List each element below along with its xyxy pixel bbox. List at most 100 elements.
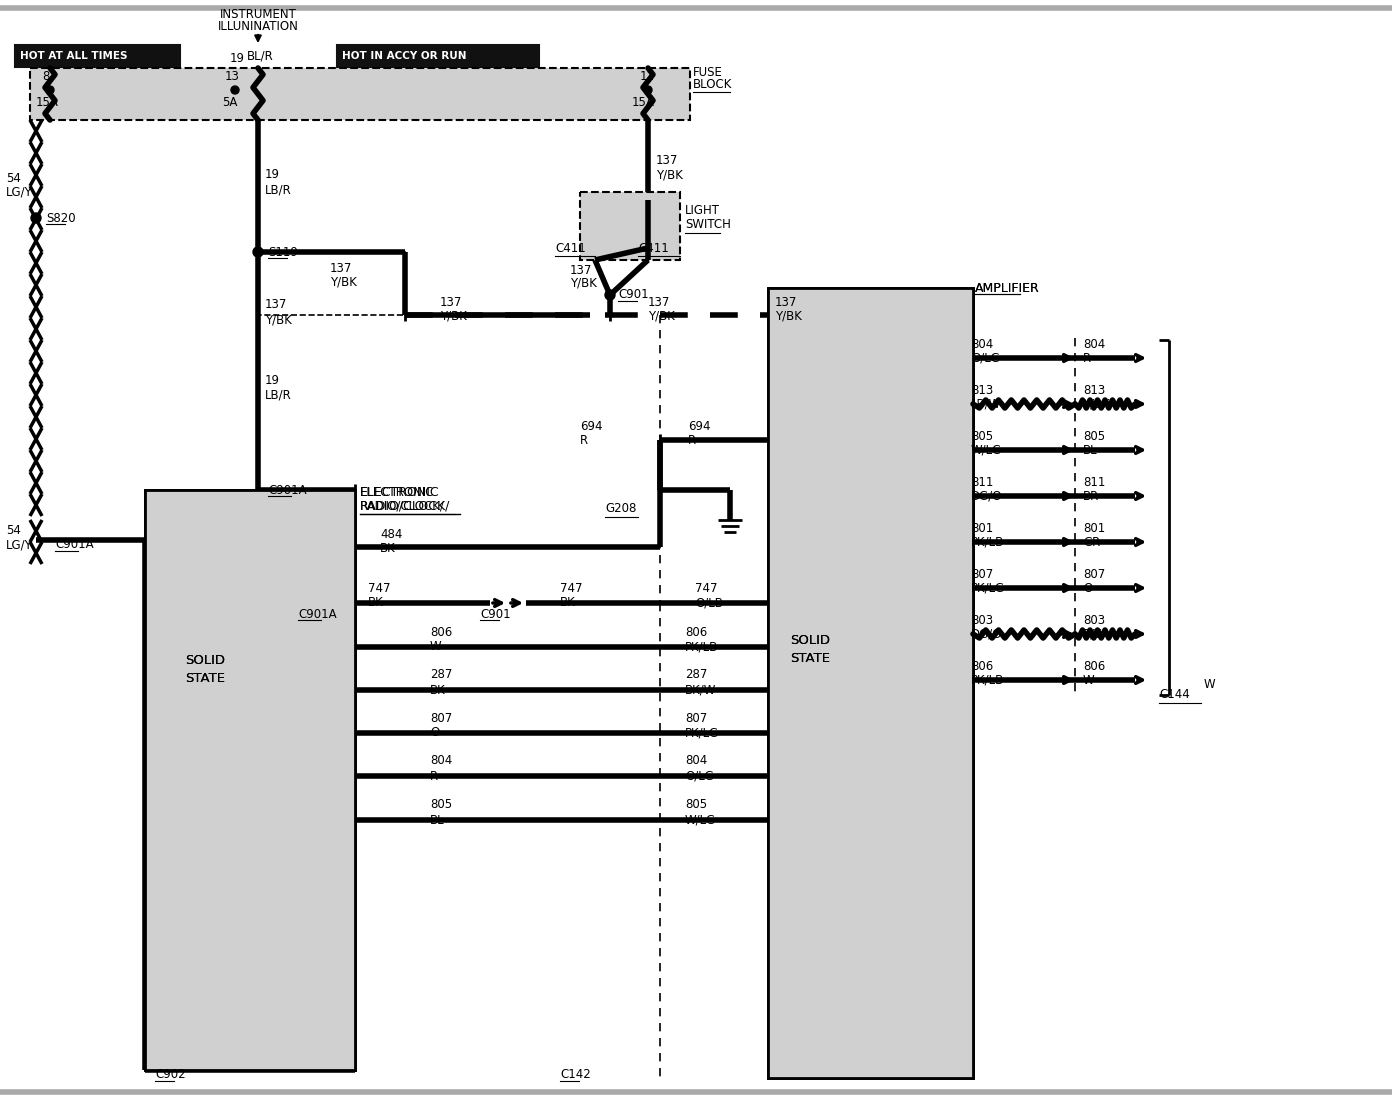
Text: DG/O: DG/O [972, 627, 1002, 640]
Bar [580, 192, 681, 261]
Text: C901: C901 [480, 607, 511, 620]
Text: S820: S820 [46, 212, 75, 224]
Text: BL: BL [1083, 444, 1098, 456]
Text: ILLUNINATION: ILLUNINATION [217, 20, 298, 32]
Text: PK/LB: PK/LB [685, 640, 718, 654]
Text: R: R [1083, 351, 1091, 364]
Text: RADIO/CLOCK/: RADIO/CLOCK/ [361, 499, 451, 512]
Circle shape [231, 86, 239, 94]
Text: 287: 287 [430, 669, 452, 681]
Text: LIGHT: LIGHT [685, 203, 720, 216]
Text: 804: 804 [1083, 338, 1105, 350]
Text: 803: 803 [972, 614, 992, 626]
Text: O/LB: O/LB [695, 596, 722, 609]
Text: DG/O: DG/O [972, 489, 1002, 502]
Text: PK/LG: PK/LG [685, 726, 720, 740]
Text: 137: 137 [440, 296, 462, 308]
Text: 807: 807 [972, 567, 994, 581]
Text: 804: 804 [972, 338, 994, 350]
Text: 137: 137 [775, 296, 798, 308]
Text: 747: 747 [367, 583, 391, 595]
Text: BK: BK [367, 596, 384, 609]
Text: Y/BK: Y/BK [569, 276, 597, 289]
Text: 807: 807 [430, 711, 452, 724]
Text: O/LG: O/LG [972, 351, 999, 364]
Text: G208: G208 [606, 501, 636, 514]
Text: BK: BK [430, 683, 445, 697]
Text: S119: S119 [269, 245, 298, 258]
Text: C411: C411 [555, 242, 586, 255]
Text: 19: 19 [264, 169, 280, 181]
Text: 811: 811 [1083, 476, 1105, 488]
Text: O: O [1083, 582, 1093, 594]
Text: SOLID: SOLID [791, 634, 830, 647]
Text: 747: 747 [695, 583, 717, 595]
Text: 803: 803 [1083, 614, 1105, 626]
Text: 15A: 15A [36, 96, 58, 108]
Text: AMPLIFIER: AMPLIFIER [974, 282, 1040, 295]
Text: FUSE: FUSE [693, 65, 722, 78]
Text: 805: 805 [972, 429, 992, 443]
Text: AMPLIFIER: AMPLIFIER [974, 282, 1040, 295]
Text: STATE: STATE [791, 651, 830, 665]
Text: Y/BK: Y/BK [1083, 397, 1109, 411]
Text: 806: 806 [685, 626, 707, 638]
Text: HOT IN ACCY OR RUN: HOT IN ACCY OR RUN [342, 51, 466, 61]
Text: BL/R: BL/R [246, 50, 274, 63]
Text: INSTRUMENT: INSTRUMENT [220, 8, 296, 21]
Bar [145, 490, 355, 1070]
Text: 287: 287 [685, 669, 707, 681]
Text: W: W [430, 640, 441, 654]
Text: 137: 137 [330, 262, 352, 275]
Text: HOT AT ALL TIMES: HOT AT ALL TIMES [19, 51, 128, 61]
Circle shape [606, 290, 615, 300]
Text: 137: 137 [656, 153, 678, 167]
Text: 137: 137 [649, 296, 671, 308]
Circle shape [46, 86, 54, 94]
Bar [768, 288, 973, 1078]
Text: 807: 807 [685, 711, 707, 724]
Text: SOLID: SOLID [185, 654, 226, 667]
Bar [15, 45, 180, 67]
Text: 813: 813 [972, 383, 994, 396]
Text: PK/LB: PK/LB [972, 535, 1004, 549]
Text: LG/Y: LG/Y [6, 185, 33, 199]
Text: R: R [688, 434, 696, 446]
Text: Y/BK: Y/BK [775, 309, 802, 322]
Text: SOLID: SOLID [185, 654, 226, 667]
Text: STATE: STATE [791, 651, 830, 665]
Bar [337, 45, 539, 67]
Text: 804: 804 [685, 754, 707, 767]
Circle shape [253, 247, 263, 257]
Text: 805: 805 [685, 798, 707, 811]
Text: R/Y: R/Y [1083, 627, 1102, 640]
Text: C901A: C901A [269, 484, 306, 497]
Text: ELECTRONIC: ELECTRONIC [361, 486, 434, 499]
Bar [145, 490, 355, 1070]
Text: ELECTRONIC: ELECTRONIC [361, 486, 440, 499]
Text: 806: 806 [430, 626, 452, 638]
Text: 813: 813 [1083, 383, 1105, 396]
Text: GR: GR [1083, 535, 1100, 549]
Text: STATE: STATE [185, 671, 226, 684]
Text: 801: 801 [1083, 521, 1105, 534]
Circle shape [644, 86, 651, 94]
Text: W: W [1204, 679, 1215, 691]
Text: W/LG: W/LG [685, 814, 717, 827]
Text: 484: 484 [380, 528, 402, 541]
Text: 694: 694 [688, 420, 710, 433]
Text: Y/BK: Y/BK [649, 309, 675, 322]
Text: 811: 811 [972, 476, 994, 488]
Text: O/LG: O/LG [685, 769, 714, 783]
Text: BK/W: BK/W [685, 683, 717, 697]
Text: PK/LB: PK/LB [972, 673, 1004, 687]
Text: 54: 54 [6, 523, 21, 537]
Text: C901A: C901A [56, 539, 93, 552]
Text: 804: 804 [430, 754, 452, 767]
Text: C901: C901 [618, 288, 649, 301]
Text: C902: C902 [155, 1069, 185, 1082]
Text: 137: 137 [569, 264, 593, 276]
Text: C142: C142 [560, 1069, 590, 1082]
Text: 694: 694 [580, 420, 603, 433]
Text: C411: C411 [638, 242, 668, 255]
